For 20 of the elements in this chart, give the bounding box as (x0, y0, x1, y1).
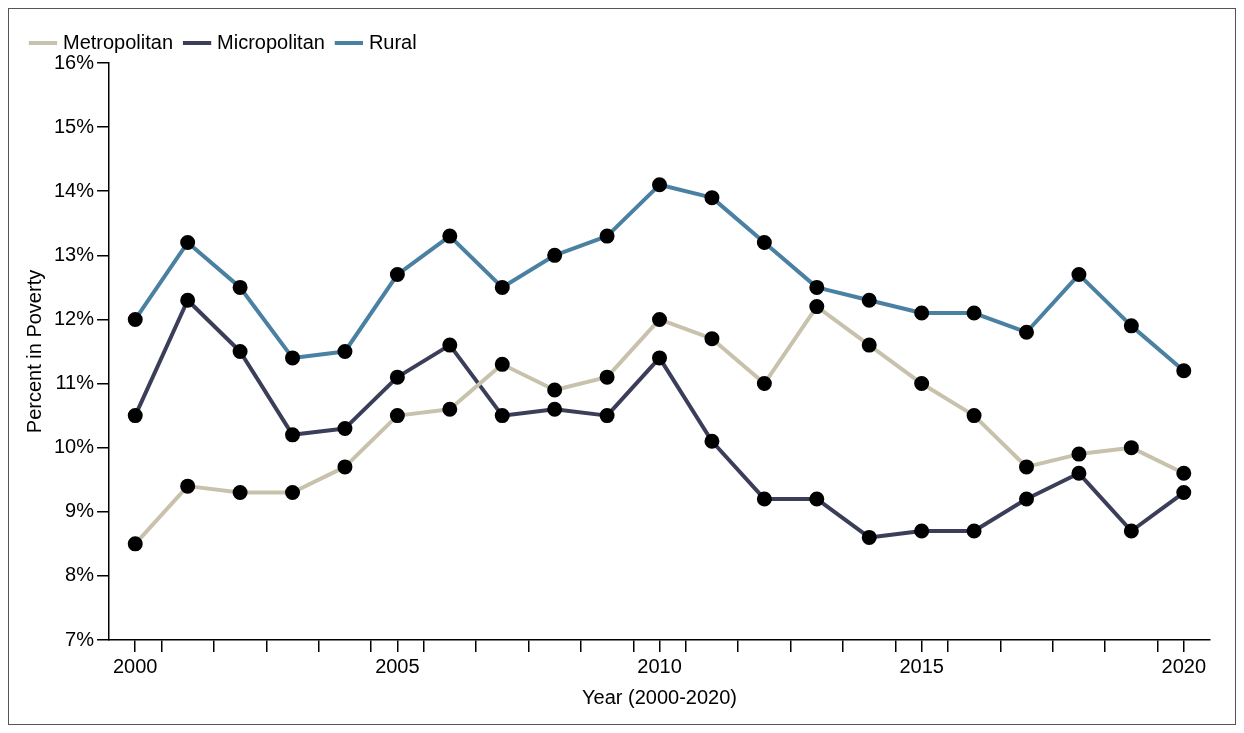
x-tick-label: 2005 (375, 654, 420, 677)
legend-label: Rural (368, 30, 417, 53)
y-tick-label: 12% (54, 306, 95, 329)
legend-label: Metropolitan (63, 30, 174, 53)
y-tick-label: 8% (65, 563, 95, 586)
y-tick-label: 7% (65, 627, 95, 650)
x-tick-label: 2000 (112, 654, 158, 677)
x-axis-title: Year (2000-2020) (582, 685, 737, 708)
y-tick-label: 16% (54, 50, 95, 73)
x-tick-label: 2010 (637, 654, 682, 677)
y-tick-label: 13% (54, 242, 95, 265)
y-tick-label: 11% (55, 371, 95, 394)
y-tick-label: 10% (54, 435, 95, 458)
legend-label: Micropolitan (217, 30, 325, 53)
y-tick-label: 15% (54, 114, 95, 137)
y-tick-label: 9% (65, 499, 95, 522)
y-axis-title: Percent in Poverty (22, 269, 45, 434)
y-tick-label: 14% (54, 178, 95, 201)
x-tick-label: 2015 (899, 654, 944, 677)
x-tick-label: 2020 (1161, 654, 1207, 677)
